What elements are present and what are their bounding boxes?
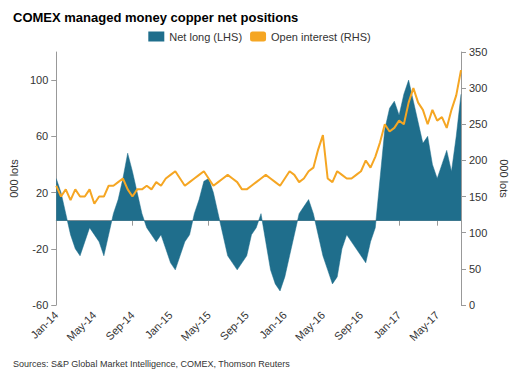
svg-text:150: 150: [469, 191, 487, 203]
svg-text:-20: -20: [32, 243, 48, 255]
svg-text:350: 350: [469, 46, 487, 58]
svg-text:-60: -60: [32, 299, 48, 311]
svg-text:0: 0: [469, 299, 475, 311]
svg-text:May-15: May-15: [178, 309, 212, 343]
svg-text:Jan-15: Jan-15: [143, 309, 175, 341]
svg-text:000 lots: 000 lots: [498, 159, 510, 198]
svg-text:COMEX managed money copper net: COMEX managed money copper net positions: [13, 10, 298, 25]
svg-text:50: 50: [469, 263, 481, 275]
svg-text:Net long (LHS): Net long (LHS): [169, 31, 242, 43]
svg-text:000 lots: 000 lots: [8, 159, 20, 198]
svg-text:Sep-16: Sep-16: [332, 309, 366, 343]
svg-text:May-14: May-14: [64, 309, 98, 343]
svg-text:Open interest (RHS): Open interest (RHS): [271, 31, 371, 43]
svg-text:20: 20: [36, 187, 48, 199]
svg-text:250: 250: [469, 118, 487, 130]
svg-text:100: 100: [30, 74, 48, 86]
svg-text:Jan-14: Jan-14: [28, 309, 60, 341]
svg-text:Sep-15: Sep-15: [217, 309, 251, 343]
svg-text:Jan-16: Jan-16: [257, 309, 289, 341]
svg-text:60: 60: [36, 130, 48, 142]
svg-text:200: 200: [469, 154, 487, 166]
svg-text:Sources: S&P Global Market Int: Sources: S&P Global Market Intelligence,…: [13, 359, 290, 369]
svg-text:Sep-14: Sep-14: [103, 309, 137, 343]
svg-text:May-16: May-16: [293, 309, 327, 343]
svg-text:300: 300: [469, 82, 487, 94]
svg-text:100: 100: [469, 227, 487, 239]
svg-text:Jan-17: Jan-17: [371, 309, 403, 341]
svg-text:May-17: May-17: [407, 309, 441, 343]
